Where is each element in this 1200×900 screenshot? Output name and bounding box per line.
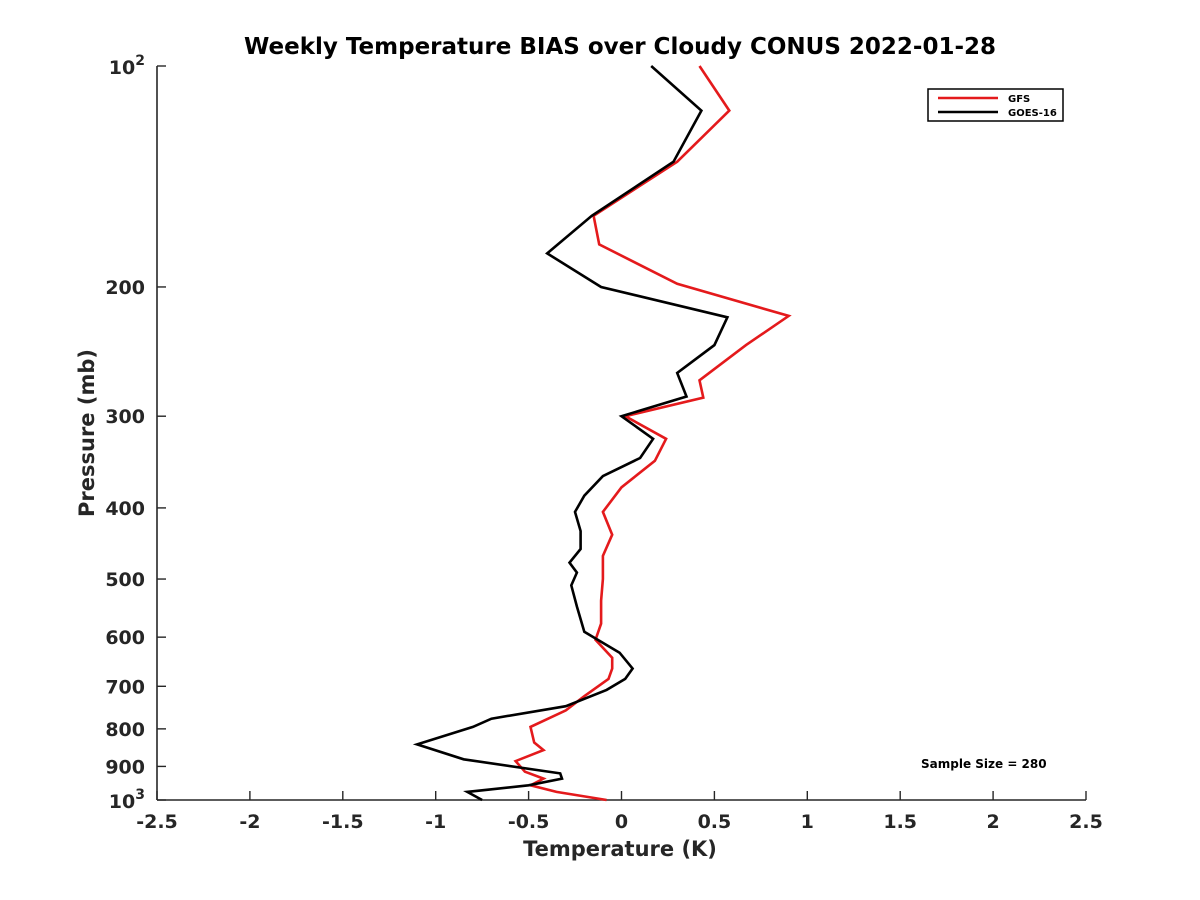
plot-axes xyxy=(156,66,1086,801)
y-tick-label: 103 xyxy=(109,787,145,813)
x-tick-label: -0.5 xyxy=(508,811,550,833)
legend-label-goes-16: GOES-16 xyxy=(1008,108,1057,119)
y-tick-label: 900 xyxy=(105,756,145,778)
x-tick-label: 0.5 xyxy=(698,811,732,833)
y-axis-ticks: 102 200 300 400 500 600 700 800 900 103 xyxy=(105,53,166,813)
sample-size-note: Sample Size = 280 xyxy=(921,757,1047,771)
x-tick-label: 2.5 xyxy=(1069,811,1103,833)
y-tick-label: 300 xyxy=(105,406,145,428)
annotations: Sample Size = 280 xyxy=(921,757,1047,771)
x-tick-label: 1.5 xyxy=(883,811,917,833)
series-line-gfs xyxy=(513,65,792,802)
x-tick-label: -2 xyxy=(239,811,260,833)
x-axis-ticks: -2.5 -2 -1.5 -1 -0.5 0 0.5 1 1.5 2 2.5 xyxy=(136,791,1103,833)
y-tick-label: 700 xyxy=(105,676,145,698)
legend-box xyxy=(927,88,1064,122)
x-tick-label: -2.5 xyxy=(136,811,178,833)
y-tick-label: 200 xyxy=(105,277,145,299)
legend-label-gfs: GFS xyxy=(1008,94,1030,105)
x-tick-label: 1 xyxy=(801,811,814,833)
y-axis-label: Pressure (mb) xyxy=(75,349,99,517)
x-tick-label: -1.5 xyxy=(322,811,364,833)
x-tick-label: 2 xyxy=(986,811,999,833)
x-tick-label: 0 xyxy=(615,811,628,833)
y-tick-label: 600 xyxy=(105,627,145,649)
x-axis-label: Temperature (K) xyxy=(523,837,717,861)
legend: GFS GOES-16 xyxy=(927,88,1064,122)
x-tick-label: -1 xyxy=(425,811,446,833)
y-tick-label: 800 xyxy=(105,719,145,741)
series-line-goes-16 xyxy=(412,65,730,802)
y-tick-label: 400 xyxy=(105,498,145,520)
y-tick-label: 102 xyxy=(109,53,145,79)
chart-title: Weekly Temperature BIAS over Cloudy CONU… xyxy=(244,34,996,60)
series-layer xyxy=(412,65,792,802)
y-tick-label: 500 xyxy=(105,569,145,591)
